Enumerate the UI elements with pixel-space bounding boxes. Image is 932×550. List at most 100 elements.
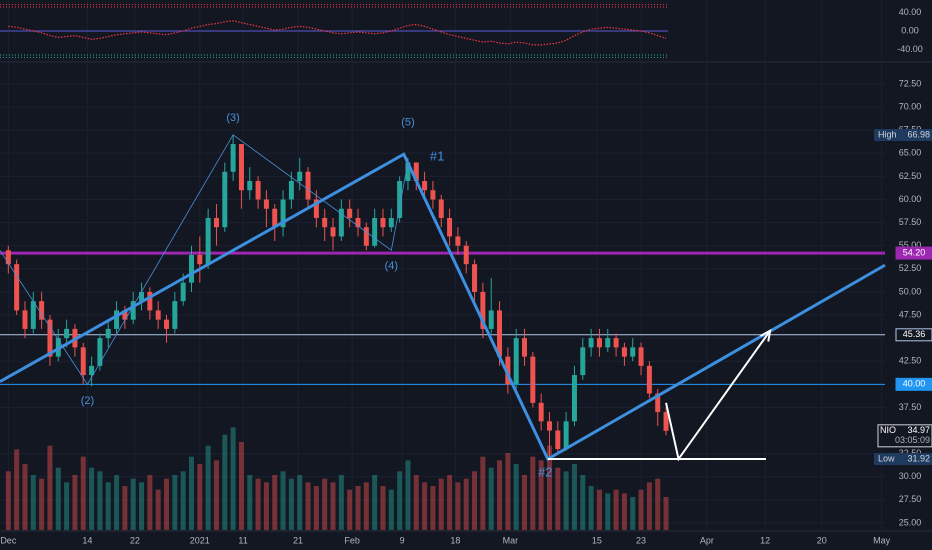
volume-bar (322, 478, 328, 530)
volume-bar (297, 475, 303, 530)
candle-body (105, 328, 111, 339)
volume-bar (497, 460, 503, 530)
volume-bar (522, 475, 528, 530)
volume-bar (205, 445, 211, 530)
y-tick-label: 52.50 (899, 263, 922, 273)
candle-body (97, 338, 103, 366)
volume-bar (213, 460, 219, 530)
candle-body (646, 365, 652, 394)
x-tick-label: Feb (344, 535, 360, 545)
price-tag-text: 66.98 (907, 129, 930, 139)
volume-bar (5, 471, 11, 530)
candle-body (596, 338, 602, 348)
volume-bar (596, 489, 602, 530)
volume-bar (538, 460, 544, 530)
last-price-tag (877, 424, 932, 448)
candle-body (513, 338, 519, 385)
candle-body (172, 301, 178, 329)
y-tick-label: 25.00 (899, 517, 922, 527)
osc-tick-label: 40.00 (899, 7, 922, 17)
volume-bar (247, 475, 253, 530)
volume-bar (380, 486, 386, 530)
y-tick-label: 72.50 (899, 78, 922, 88)
volume-bar (555, 467, 561, 530)
trend-line (0, 134, 409, 386)
x-tick-label: 20 (817, 535, 827, 545)
candle-body (571, 375, 577, 422)
candle-body (155, 310, 161, 320)
last-symbol: NIO (880, 425, 896, 435)
candle-body (380, 217, 386, 228)
candle-body (47, 319, 53, 357)
x-tick-label: 23 (636, 535, 646, 545)
volume-bar (305, 482, 311, 530)
volume-bar (613, 489, 619, 530)
candle-body (147, 291, 153, 311)
price-tag-text: Low (878, 453, 895, 463)
candle-body (621, 347, 627, 357)
candle-body (188, 254, 194, 283)
candle-body (80, 347, 86, 376)
candle-body (347, 208, 353, 218)
y-tick-label: 27.50 (899, 494, 922, 504)
volume-bar (405, 460, 411, 530)
volume-bar (188, 456, 194, 530)
annotation: #1 (430, 148, 444, 163)
price-tag-text: High (878, 129, 897, 139)
volume-bar (164, 478, 170, 530)
candle-body (14, 264, 20, 311)
price-tag (895, 246, 932, 260)
annotation: (2) (81, 395, 94, 407)
candle-body (397, 181, 403, 218)
arrow-head (759, 328, 772, 342)
y-tick-label: 65.00 (899, 148, 922, 158)
volume-bar (197, 464, 203, 530)
volume-bar (155, 489, 161, 530)
candle-body (563, 421, 569, 450)
candle-body (555, 430, 561, 450)
volume-bar (438, 478, 444, 530)
volume-bar (513, 464, 519, 530)
price-tag (895, 377, 932, 391)
volume-bar (122, 486, 128, 530)
volume-bar (488, 467, 494, 530)
candle-body (272, 208, 278, 228)
price-tag-text: 45.36 (903, 329, 926, 339)
volume-bar (630, 497, 636, 530)
candle-body (638, 347, 644, 366)
volume-bar (530, 456, 536, 530)
candle-body (305, 171, 311, 200)
volume-bar (430, 486, 436, 530)
volume-bar (14, 449, 20, 530)
y-tick-label: 62.50 (899, 171, 922, 181)
candle-body (263, 199, 269, 209)
x-tick-label: Apr (700, 535, 714, 545)
volume-bar (413, 475, 419, 530)
annotation: (5) (401, 117, 414, 129)
candle-body (363, 227, 369, 246)
x-tick-label: 12 (760, 535, 770, 545)
volume-bar (646, 482, 652, 530)
volume-bar (563, 471, 569, 530)
candle-body (613, 338, 619, 348)
volume-bar (588, 486, 594, 530)
volume-bar (347, 489, 353, 530)
volume-bar (372, 475, 378, 530)
volume-bar (313, 486, 319, 530)
price-tag-text: 31.92 (907, 453, 930, 463)
candle-body (497, 310, 503, 357)
volume-bar (39, 478, 45, 530)
x-tick-label: 11 (238, 535, 247, 545)
volume-bar (455, 482, 461, 530)
volume-bar (222, 434, 228, 530)
candle-body (180, 282, 186, 302)
volume-bar (97, 471, 103, 530)
candle-body (480, 291, 486, 329)
volume-bar (505, 453, 511, 530)
annotation: (3) (226, 112, 239, 124)
candle-body (538, 402, 544, 422)
candle-body (438, 199, 444, 218)
volume-bar (605, 493, 611, 530)
